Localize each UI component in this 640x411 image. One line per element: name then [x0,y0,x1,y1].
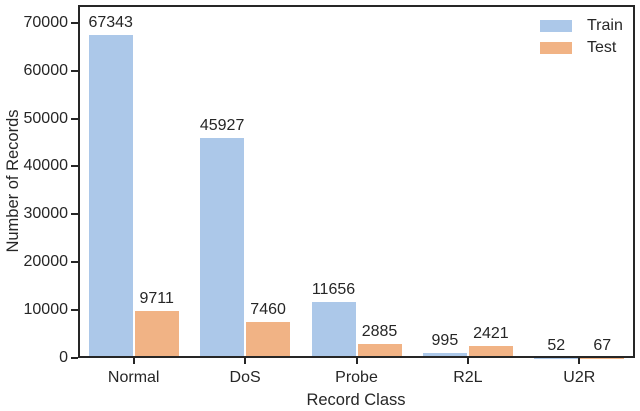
legend: Train Test [540,15,623,59]
x-tick-mark [132,358,135,364]
y-axis-label-text: Number of Records [4,109,22,253]
x-axis-label: Record Class [306,391,406,409]
category-label: R2L [453,369,483,386]
y-tick-label: 50000 [23,109,69,127]
test-legend-swatch-icon [540,42,572,54]
bar-train-r2l [422,353,467,358]
x-tick-mark [244,358,247,364]
y-tick-label: 40000 [23,157,69,175]
x-tick-mark [578,358,581,364]
bar-test-probe [357,344,402,358]
y-tick-label: 0 [59,349,68,366]
legend-row-test: Test [540,37,623,59]
bar-value-label: 11656 [311,281,356,299]
y-tick-mark [71,213,78,216]
x-tick-mark [355,358,358,364]
bar-value-label: 2885 [361,323,398,341]
bar-test-dos [246,322,291,358]
x-tick-mark [466,358,469,364]
y-tick-mark [71,261,78,264]
bar-value-label: 2421 [473,325,509,343]
category-label: U2R [563,369,596,386]
category-label: DoS [229,369,261,386]
legend-label-test: Test [587,39,617,56]
y-tick-mark [71,357,78,359]
legend-row-train: Train [540,15,623,37]
bar-value-label: 52 [547,336,566,354]
y-tick-mark [71,21,78,24]
bar-value-label: 45927 [199,117,245,134]
y-tick-label: 60000 [23,61,69,79]
train-legend-swatch-icon [540,20,572,32]
bar-value-label: 67 [593,336,612,354]
bar-value-label: 7460 [250,301,286,319]
bar-train-u2r [534,357,579,358]
bar-value-label: 9711 [139,290,174,308]
y-tick-mark [71,69,78,72]
bar-train-probe [311,302,356,358]
bar-train-dos [200,138,245,358]
bar-test-normal [134,311,179,358]
y-tick-label: 10000 [23,301,69,319]
y-tick-mark [71,309,78,312]
bar-test-u2r [580,357,625,358]
y-tick-label: 30000 [23,205,69,223]
legend-label-train: Train [587,17,623,34]
bar-value-label: 995 [431,332,459,350]
category-label: Normal [107,369,160,386]
y-tick-label: 70000 [23,13,69,31]
bar-train-normal [88,35,133,358]
bar-test-r2l [468,346,513,358]
category-label: Probe [335,369,378,386]
y-tick-mark [71,117,78,120]
y-tick-label: 20000 [23,253,69,271]
y-tick-mark [71,165,78,168]
bar-value-label: 67343 [88,14,133,32]
